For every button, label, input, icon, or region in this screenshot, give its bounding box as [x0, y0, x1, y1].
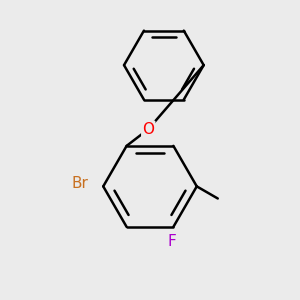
Text: O: O — [142, 122, 154, 137]
Text: F: F — [167, 234, 176, 249]
Text: Br: Br — [71, 176, 88, 191]
